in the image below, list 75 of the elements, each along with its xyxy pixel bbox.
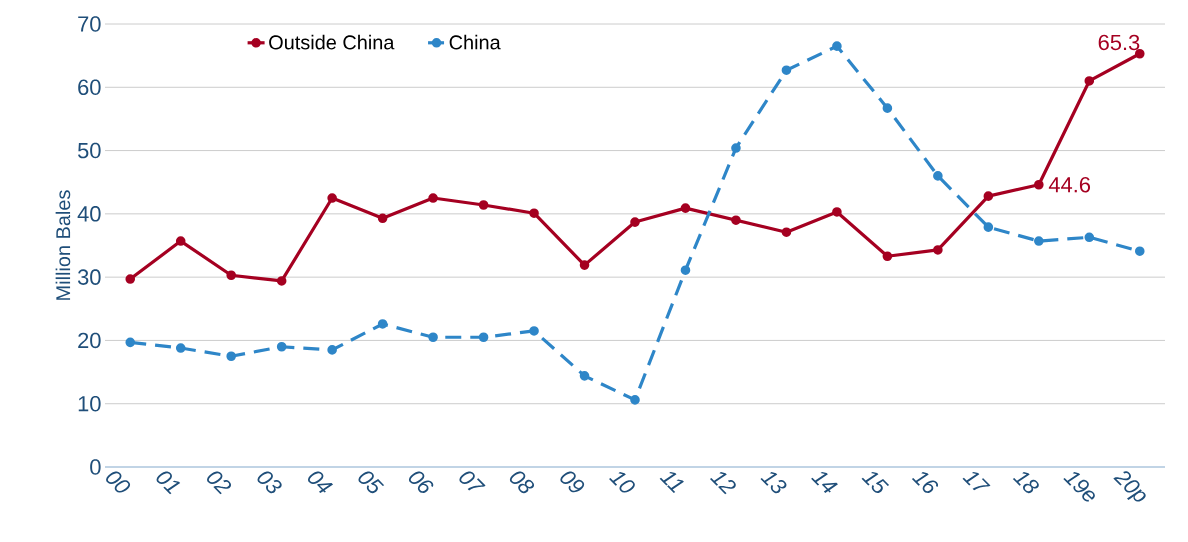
- x-tick-label: 02: [207, 471, 232, 495]
- x-tick-label: 18: [1012, 472, 1039, 494]
- y-tick-label: 40: [77, 206, 101, 222]
- y-tick-label: 70: [78, 16, 101, 32]
- legend-label: Outside China: [269, 34, 395, 50]
- point: [327, 345, 337, 355]
- x-tick-label: 16: [911, 472, 939, 493]
- point: [983, 191, 994, 201]
- point: [478, 332, 489, 343]
- point: [1084, 76, 1095, 86]
- x-tick-label: 01: [156, 471, 181, 495]
- point: [327, 193, 337, 203]
- point: [579, 260, 590, 270]
- point: [731, 215, 741, 225]
- x-tick-label: 11: [659, 471, 684, 493]
- x-tick-label: 20p: [1113, 471, 1146, 502]
- point: [731, 143, 741, 153]
- point: [226, 351, 236, 362]
- point: [781, 227, 792, 238]
- x-tick-label: 13: [760, 472, 787, 494]
- point: [377, 213, 388, 224]
- point: [478, 200, 489, 210]
- x-tick-label: 14: [811, 471, 838, 493]
- x-tick-label: 19e: [1063, 472, 1095, 502]
- point: [680, 265, 691, 275]
- point: [1034, 179, 1044, 190]
- point: [276, 276, 287, 286]
- point: [933, 171, 943, 181]
- point: [428, 193, 438, 203]
- y-tick-label: 10: [78, 395, 101, 412]
- point: [781, 65, 792, 75]
- point: [175, 236, 186, 246]
- point: [377, 319, 388, 329]
- y-tick-label: 0: [90, 459, 101, 475]
- annotation: 44.6: [1048, 176, 1091, 193]
- point: [529, 208, 539, 219]
- y-tick-label: 30: [77, 269, 101, 285]
- point: [933, 245, 943, 255]
- legend-label: China: [449, 34, 501, 50]
- x-tick-label: 06: [408, 471, 434, 493]
- x-tick-label: 10: [609, 472, 635, 493]
- x-tick-label: 15: [861, 471, 890, 493]
- y-tick-label: 50: [77, 142, 101, 159]
- x-tick-label: 09: [560, 471, 585, 493]
- point: [832, 41, 842, 51]
- point: [276, 341, 287, 352]
- point: [882, 103, 893, 113]
- point: [680, 203, 691, 213]
- point: [226, 270, 236, 281]
- x-tick-label: 04: [308, 471, 334, 494]
- point: [630, 395, 640, 405]
- point: [125, 274, 136, 284]
- point: [882, 251, 893, 262]
- point: [1034, 236, 1044, 246]
- x-tick-label: 17: [962, 471, 991, 491]
- point: [1134, 246, 1145, 256]
- annotation: 65.3: [1098, 34, 1140, 51]
- point: [983, 222, 994, 232]
- x-tick-label: 07: [459, 471, 486, 491]
- point: [832, 207, 842, 217]
- point: [1084, 232, 1095, 243]
- point: [529, 326, 539, 336]
- x-tick-label: 00: [106, 471, 131, 493]
- point: [428, 332, 438, 343]
- y-tick-label: 20: [78, 332, 101, 349]
- x-tick-label: 12: [709, 472, 736, 495]
- point: [125, 337, 136, 348]
- x-tick-label: 03: [257, 471, 282, 494]
- point: [630, 217, 640, 227]
- x-tick-label: 08: [509, 471, 535, 494]
- y-tick-label: 60: [78, 79, 101, 96]
- point: [579, 371, 590, 381]
- x-tick-label: 05: [358, 471, 385, 494]
- point: [175, 343, 186, 353]
- y-axis-title: Million Bales: [55, 190, 71, 300]
